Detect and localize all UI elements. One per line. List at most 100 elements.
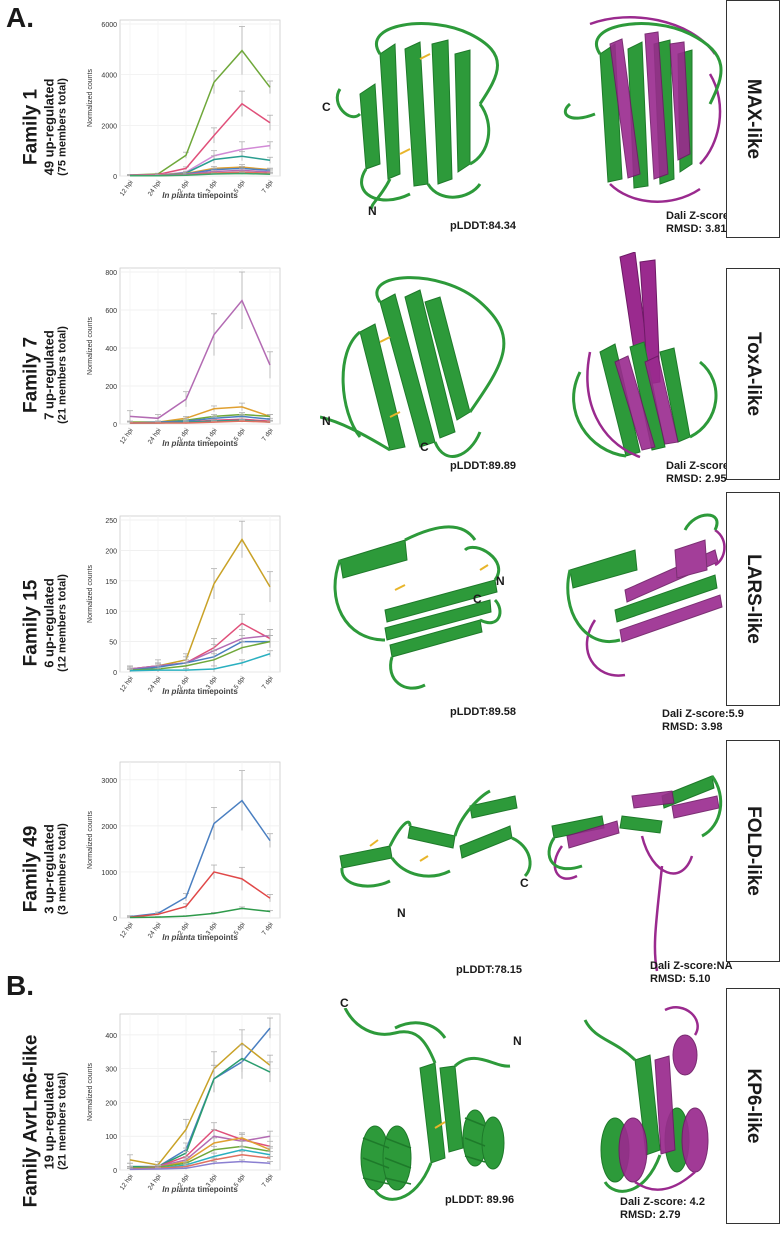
fold-label: KP6-like [743, 1068, 764, 1144]
y-axis-label: Normalized counts [87, 811, 94, 869]
series [127, 1029, 273, 1169]
structure-overlay-graphic [547, 775, 723, 972]
section-label-b: B. [6, 970, 34, 1001]
section-label-a: A. [6, 2, 34, 33]
plot-area [119, 761, 281, 919]
series [127, 271, 273, 423]
terminus-label-c: C [520, 876, 529, 890]
plot-area [119, 267, 281, 425]
x-tick-label: 7 dpi [261, 179, 275, 195]
expression-chart: 0 2000 4000 6000 12 hpi 24 hpi 2 dpi 3 dpi 5 dpi… [80, 14, 290, 232]
y-tick-label: 100 [105, 609, 117, 616]
y-tick-label: 3000 [101, 778, 117, 785]
predicted-structure [335, 1008, 515, 1208]
x-axis-label: In planta timepoints [162, 687, 238, 696]
series-line [129, 640, 270, 671]
y-tick-label: 0 [113, 1168, 117, 1175]
family-title-block: Family 7 7 up-regulated (21 members tota… [0, 262, 90, 488]
plddt-score: pLDDT:89.58 [450, 706, 517, 718]
plddt-score: pLDDT:84.34 [450, 220, 517, 232]
x-tick-label: 12 hpi [119, 1173, 135, 1192]
x-tick-label: 24 hpi [147, 179, 163, 198]
x-tick-label: 7 dpi [261, 427, 275, 443]
structure-overlay [575, 1000, 725, 1200]
x-axis-label-rest: timepoints [195, 439, 238, 448]
family-title-block: Family AvrLm6-like 19 up-regulated (21 m… [0, 1008, 90, 1234]
x-axis-label-rest: timepoints [195, 687, 238, 696]
terminus-label-n: N [322, 414, 331, 428]
family-total: (75 members total) [56, 78, 69, 176]
dali-result: Dali Z-score:5.9 RMSD: 3.98 [662, 708, 744, 734]
x-tick-label: 24 hpi [147, 675, 163, 694]
dali-zscore: Dali Z-score:5.9 [662, 708, 744, 720]
dali-zscore: Dali Z-score: 4.2 [620, 1196, 705, 1208]
series-line [129, 907, 271, 919]
series [127, 1159, 273, 1171]
fold-label: MAX-like [743, 78, 764, 160]
family-row-1: Family 1 49 up-regulated (75 members tot… [0, 0, 782, 240]
y-tick-label: 200 [105, 384, 117, 391]
y-tick-label: 400 [105, 346, 117, 353]
expression-chart: 0 200 400 600 800 12 hpi 24 hpi 2 dpi 3 dpi 5 dpi… [80, 262, 290, 480]
series-line [129, 634, 271, 670]
x-axis-label-rest: timepoints [195, 1185, 238, 1194]
x-axis-label-italic: In planta [162, 439, 195, 448]
family-upregulated: 6 up-regulated [41, 578, 57, 668]
x-tick-label: 12 hpi [119, 179, 135, 198]
plddt-score: pLDDT:89.89 [450, 460, 517, 472]
x-tick-label: 24 hpi [147, 1173, 163, 1192]
family-title-block: Family 15 6 up-regulated (12 members tot… [0, 510, 90, 736]
family-row-4: Family 49 3 up-regulated (3 members tota… [0, 740, 782, 985]
family-upregulated: 7 up-regulated [41, 330, 57, 420]
x-axis-label: In planta timepoints [162, 439, 238, 448]
fold-label: ToxA-like [743, 331, 764, 417]
y-tick-label: 200 [105, 548, 117, 555]
series-line [129, 799, 271, 918]
structure-overlay [550, 14, 730, 214]
x-tick-label: 24 hpi [147, 921, 163, 940]
series [127, 172, 273, 177]
series-line [129, 299, 271, 420]
family-total: (3 members total) [56, 823, 69, 915]
x-tick-label: 12 hpi [119, 675, 135, 694]
structure-model-graphic [339, 789, 532, 888]
y-axis-label: Normalized counts [87, 317, 94, 375]
x-axis-label: In planta timepoints [162, 191, 238, 200]
x-tick-label: 12 hpi [119, 427, 135, 446]
x-tick-label: 24 hpi [147, 427, 163, 446]
x-tick-label: 12 hpi [119, 921, 135, 940]
series [127, 419, 273, 424]
y-tick-label: 6000 [101, 22, 117, 29]
structure-overlay-graphic [583, 1006, 709, 1193]
x-axis-label-rest: timepoints [195, 933, 238, 942]
terminus-label-n: N [513, 1034, 522, 1048]
fold-label: FOLD-like [743, 806, 764, 896]
structure-model-graphic [320, 276, 506, 458]
y-tick-label: 250 [105, 518, 117, 525]
structure-overlay [560, 252, 730, 467]
family-total: (21 members total) [56, 326, 69, 424]
fold-label-box: MAX-like [726, 0, 780, 238]
terminus-label-c: C [420, 440, 429, 454]
series-line [129, 415, 271, 424]
series-line [129, 871, 271, 918]
y-tick-label: 50 [109, 640, 117, 647]
series [127, 635, 273, 672]
x-axis-label-italic: In planta [162, 191, 195, 200]
family-title-block: Family 1 49 up-regulated (75 members tot… [0, 14, 90, 240]
y-tick-label: 2000 [101, 123, 117, 130]
terminus-label-n: N [496, 574, 505, 588]
y-tick-label: 200 [105, 1100, 117, 1107]
plddt-score: pLDDT: 89.96 [445, 1194, 515, 1206]
predicted-structure [320, 272, 510, 472]
plddt-score: pLDDT:78.15 [456, 964, 523, 976]
family-title-block: Family 49 3 up-regulated (3 members tota… [0, 756, 90, 982]
family-row-2: Family 7 7 up-regulated (21 members tota… [0, 252, 782, 488]
x-axis-label: In planta timepoints [162, 1185, 238, 1194]
y-tick-label: 150 [105, 579, 117, 586]
rmsd-value: RMSD: 2.79 [620, 1209, 681, 1221]
dali-result: Dali Z-score:NA RMSD: 5.10 [650, 960, 733, 986]
